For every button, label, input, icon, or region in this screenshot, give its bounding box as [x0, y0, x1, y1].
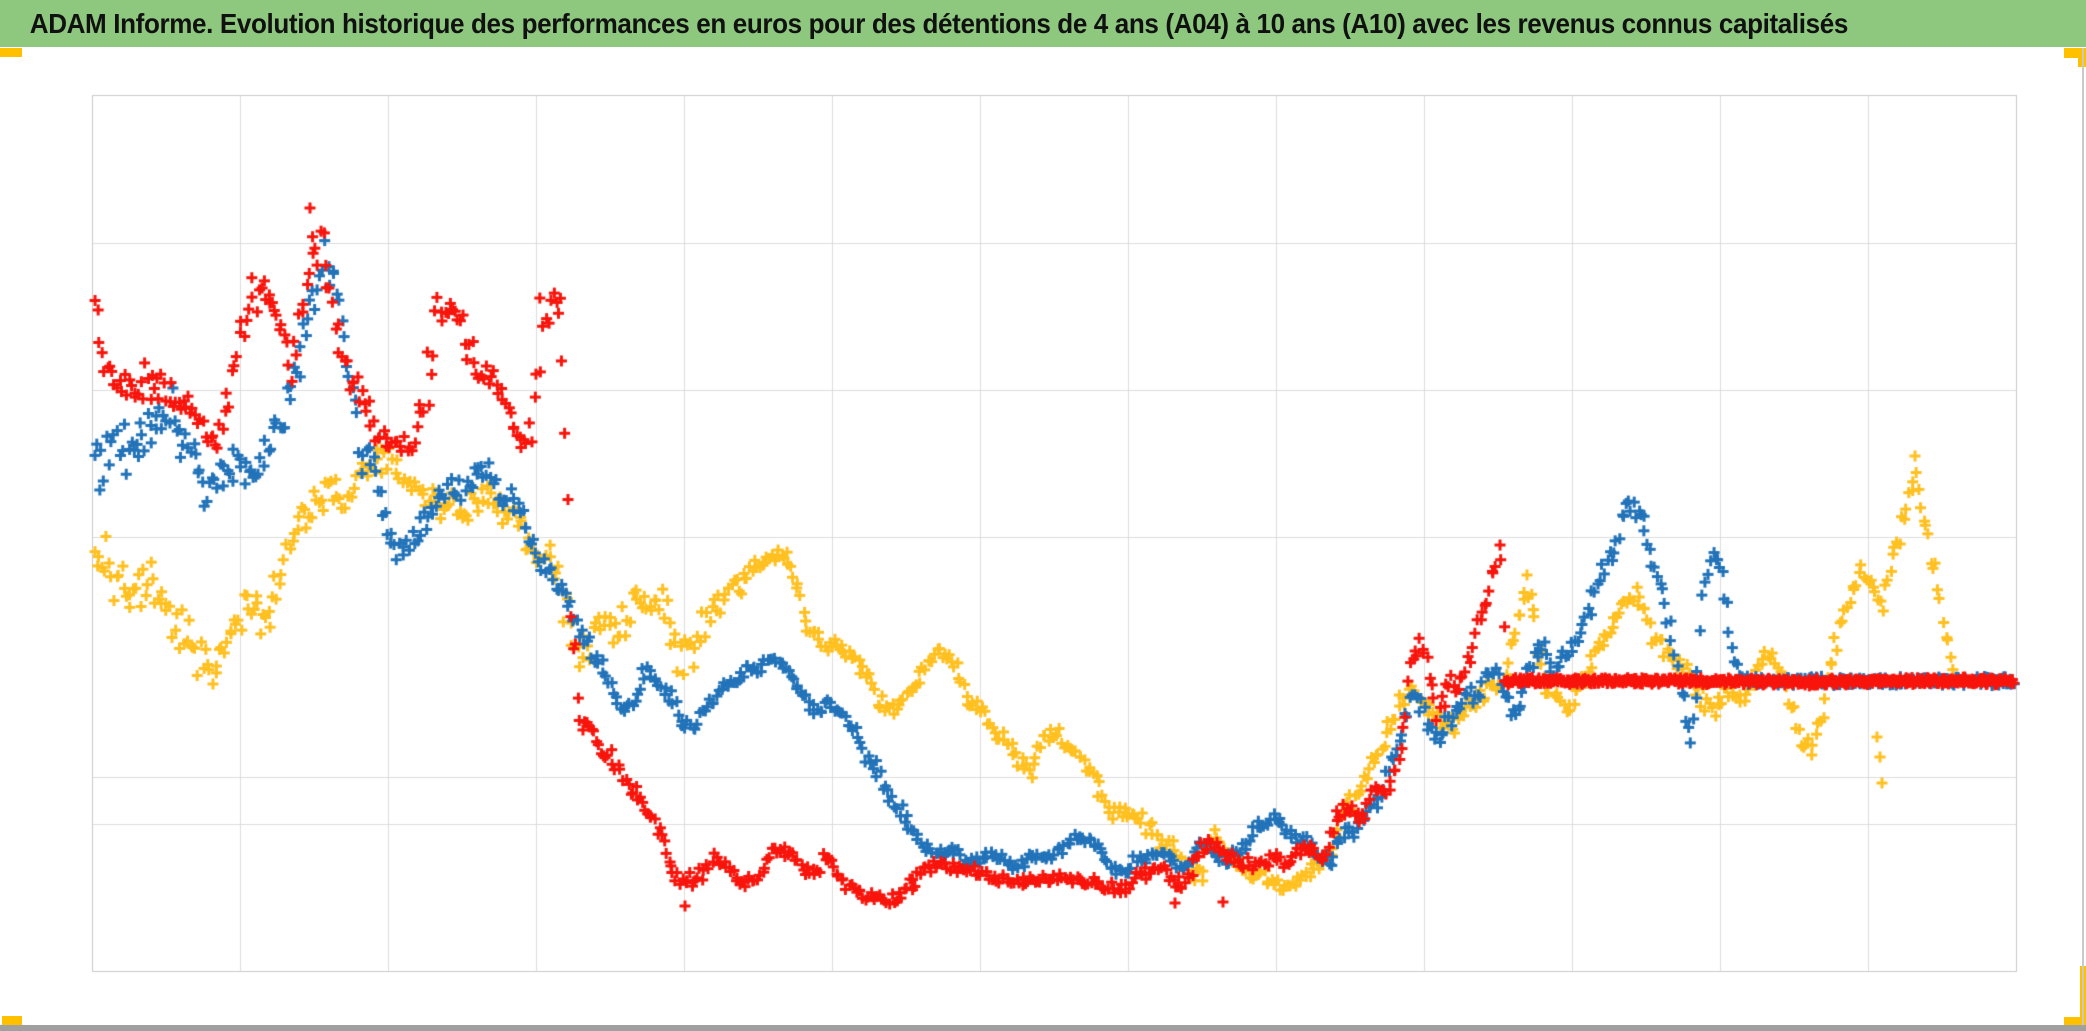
window-right-edge — [2082, 48, 2084, 1025]
accent-corner-mark — [2064, 1017, 2086, 1027]
accent-corner-mark — [2, 1016, 22, 1027]
accent-corner-mark — [2064, 48, 2086, 58]
window-bottom-edge — [0, 1025, 2086, 1031]
accent-corner-mark — [0, 48, 22, 57]
